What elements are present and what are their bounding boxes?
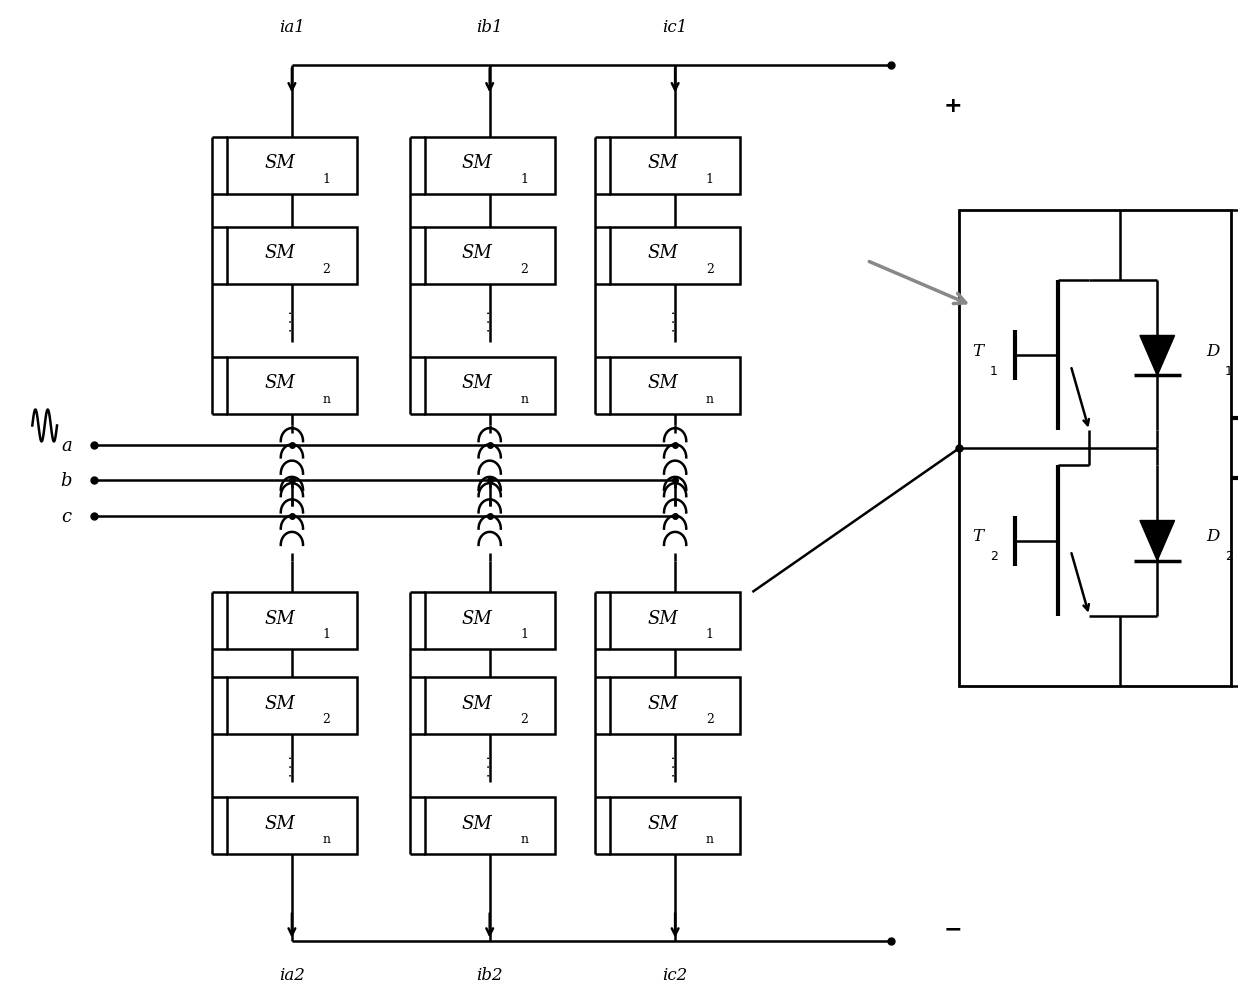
FancyBboxPatch shape [425,592,555,649]
Text: SM: SM [264,244,295,263]
FancyBboxPatch shape [611,798,740,855]
Text: 2: 2 [520,263,528,276]
Polygon shape [1140,521,1175,561]
FancyBboxPatch shape [227,592,357,649]
Text: D: D [1207,527,1219,544]
FancyBboxPatch shape [227,798,357,855]
Text: a: a [61,437,72,455]
FancyBboxPatch shape [611,227,740,285]
Text: SM: SM [648,693,678,711]
Text: n: n [322,833,331,846]
Text: SM: SM [264,814,295,832]
Text: ia1: ia1 [279,19,305,36]
Text: c: c [62,507,72,525]
Text: n: n [520,833,528,846]
FancyBboxPatch shape [611,138,740,194]
Text: 2: 2 [322,263,331,276]
Text: 1: 1 [990,365,997,378]
Text: 2: 2 [520,712,528,725]
FancyBboxPatch shape [611,592,740,649]
Text: SM: SM [462,609,493,627]
Text: · · ·: · · · [668,311,683,332]
FancyBboxPatch shape [611,677,740,734]
Text: SM: SM [648,244,678,263]
Text: n: n [520,393,528,406]
Text: +: + [944,96,963,116]
FancyBboxPatch shape [425,798,555,855]
Text: D: D [1207,343,1219,360]
Text: 2: 2 [706,712,714,725]
Text: SM: SM [462,374,493,392]
Text: SM: SM [648,154,678,172]
FancyBboxPatch shape [227,677,357,734]
Text: 1: 1 [706,627,714,640]
Text: ic1: ic1 [663,19,688,36]
Text: · · ·: · · · [668,755,683,777]
Text: 2: 2 [990,549,997,562]
Text: 2: 2 [1225,549,1233,562]
Text: 1: 1 [1225,365,1233,378]
Text: SM: SM [462,693,493,711]
FancyBboxPatch shape [227,227,357,285]
Text: SM: SM [264,609,295,627]
Text: ib1: ib1 [476,19,503,36]
Text: · · ·: · · · [483,311,497,332]
Text: T: T [973,343,984,360]
Text: 2: 2 [706,263,714,276]
Text: n: n [322,393,331,406]
FancyBboxPatch shape [425,677,555,734]
FancyBboxPatch shape [611,358,740,415]
FancyBboxPatch shape [425,227,555,285]
Text: SM: SM [264,693,295,711]
Text: 1: 1 [520,627,528,640]
FancyBboxPatch shape [959,211,1232,685]
Text: SM: SM [648,374,678,392]
Text: 1: 1 [520,172,528,185]
Text: 1: 1 [322,627,331,640]
Text: 1: 1 [706,172,714,185]
Text: ia2: ia2 [279,966,305,983]
Text: SM: SM [264,154,295,172]
Text: SM: SM [462,244,493,263]
Text: b: b [61,472,72,490]
Text: SM: SM [462,154,493,172]
FancyBboxPatch shape [425,358,555,415]
Text: SM: SM [648,814,678,832]
Text: n: n [706,833,714,846]
FancyBboxPatch shape [425,138,555,194]
Text: ib2: ib2 [476,966,503,983]
Text: 2: 2 [322,712,331,725]
Text: T: T [973,527,984,544]
Text: · · ·: · · · [285,311,299,332]
FancyBboxPatch shape [227,138,357,194]
Text: SM: SM [462,814,493,832]
Text: · · ·: · · · [483,755,497,777]
FancyBboxPatch shape [227,358,357,415]
Text: 1: 1 [322,172,331,185]
Text: −: − [944,919,963,939]
Text: SM: SM [264,374,295,392]
Text: SM: SM [648,609,678,627]
Polygon shape [1140,336,1175,376]
Text: n: n [706,393,714,406]
Text: ic2: ic2 [663,966,688,983]
Text: · · ·: · · · [285,755,299,777]
